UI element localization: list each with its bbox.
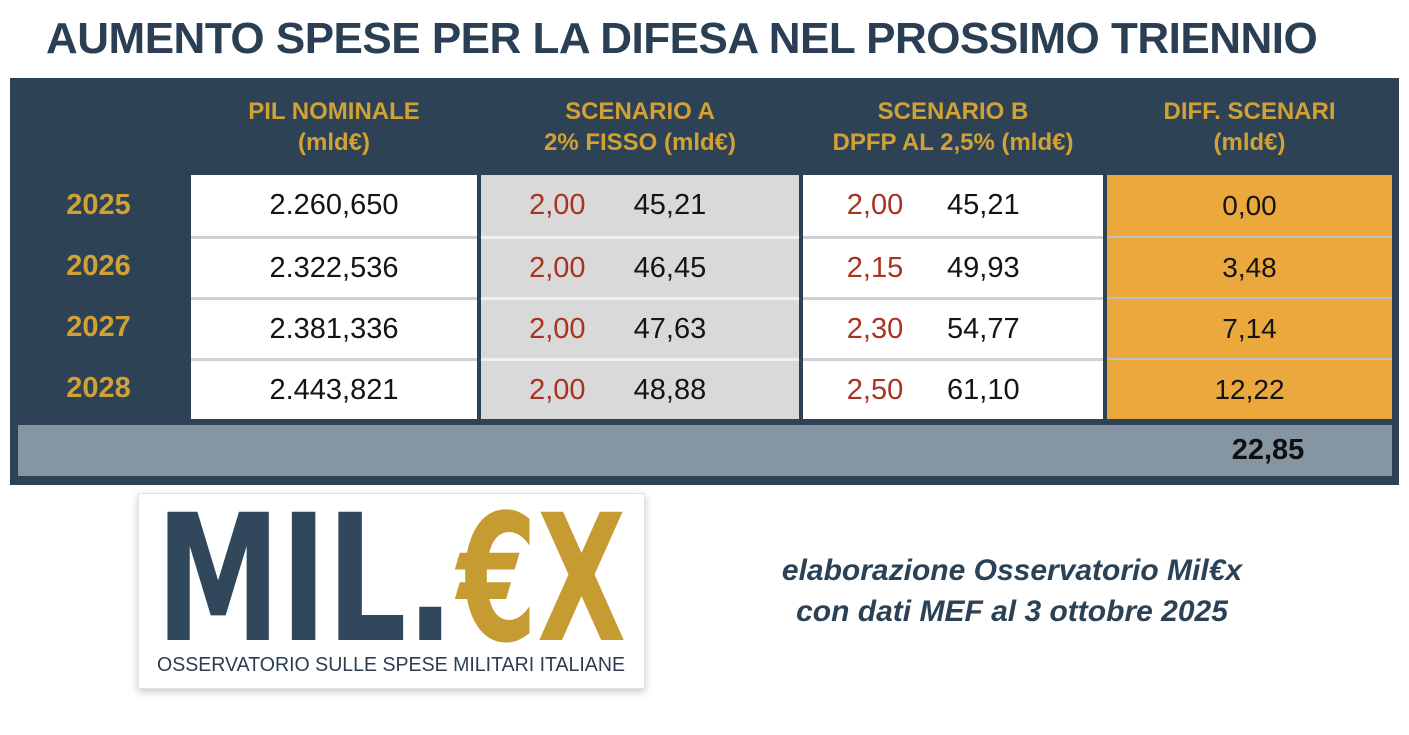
scenario-b-value: 49,93 [947, 251, 1020, 284]
scenario-a-cell: 2,00 45,21 [481, 175, 799, 236]
credit-line-1: elaborazione Osservatorio Mil€x [781, 554, 1243, 587]
header-line2: DPFP AL 2,5% (mld€) [832, 128, 1074, 156]
logo-text-mil: MIL. [156, 507, 454, 651]
header-diff-scenari: DIFF. SCENARI (mld€) [1107, 78, 1392, 175]
total-row: 22,85 [18, 425, 1392, 476]
scenario-b-pct: 2,50 [846, 373, 904, 406]
header-line1: SCENARIO A [565, 97, 715, 125]
milex-logo-wordmark: MIL. €X [156, 507, 626, 651]
scenario-b-cell: 2,50 61,10 [803, 358, 1103, 419]
diff-cell: 3,48 [1107, 236, 1392, 297]
logo-text-eurox: €X [454, 507, 626, 651]
table-row-2026: 2026 2.322,536 2,00 46,45 2,15 49,93 3,4… [10, 236, 1392, 297]
scenario-b-pct: 2,00 [846, 189, 904, 221]
scenario-a-cell: 2,00 46,45 [481, 236, 799, 297]
header-year [10, 78, 187, 175]
scenario-b-cell: 2,30 54,77 [803, 297, 1103, 358]
diff-cell: 0,00 [1107, 175, 1392, 236]
table-row-2025: 2025 2.260,650 2,00 45,21 2,00 45,21 0,0… [10, 175, 1392, 236]
diff-cell: 12,22 [1107, 358, 1392, 419]
scenario-b-value: 45,21 [947, 189, 1020, 221]
source-credit: elaborazione Osservatorio Mil€x con dati… [645, 550, 1409, 632]
scenario-a-value: 47,63 [633, 312, 707, 345]
credit-line-2: con dati MEF al 3 ottobre 2025 [796, 595, 1228, 628]
header-line2: (mld€) [298, 128, 370, 156]
header-scenario-b: SCENARIO B DPFP AL 2,5% (mld€) [803, 78, 1103, 175]
scenario-b-value: 54,77 [947, 312, 1020, 345]
scenario-a-pct: 2,00 [529, 251, 586, 284]
header-line1: PIL NOMINALE [248, 97, 420, 125]
milex-logo-subtitle: OSSERVATORIO SULLE SPESE MILITARI ITALIA… [157, 654, 625, 676]
year-cell: 2025 [66, 189, 131, 221]
pil-cell: 2.443,821 [191, 358, 477, 419]
logo-subtitle-text: OSSERVATORIO SULLE SPESE MILITARI ITALIA… [157, 654, 625, 676]
header-line1: DIFF. SCENARI [1163, 97, 1336, 125]
header-scenario-a: SCENARIO A 2% FISSO (mld€) [481, 78, 799, 175]
scenario-a-pct: 2,00 [529, 373, 586, 406]
svg-text:MIL. €X: MIL. €X [156, 507, 626, 651]
table-row-2028: 2028 2.443,821 2,00 48,88 2,50 61,10 12,… [10, 358, 1392, 419]
header-pil-nominale: PIL NOMINALE (mld€) [191, 78, 477, 175]
scenario-a-pct: 2,00 [529, 189, 586, 221]
year-cell: 2026 [66, 250, 131, 282]
total-diff-value: 22,85 [1231, 434, 1305, 466]
scenario-a-value: 46,45 [633, 251, 707, 284]
page-title: AUMENTO SPESE PER LA DIFESA NEL PROSSIMO… [46, 14, 1318, 63]
scenario-b-cell: 2,15 49,93 [803, 236, 1103, 297]
header-line2: 2% FISSO (mld€) [543, 128, 737, 156]
table-header-row: PIL NOMINALE (mld€) SCENARIO A 2% FISSO … [10, 78, 1392, 175]
pil-cell: 2.322,536 [191, 236, 477, 297]
pil-cell: 2.381,336 [191, 297, 477, 358]
header-line1: SCENARIO B [877, 97, 1029, 125]
table-row-2027: 2027 2.381,336 2,00 47,63 2,30 54,77 7,1… [10, 297, 1392, 358]
scenario-a-value: 45,21 [633, 189, 707, 221]
year-cell: 2027 [66, 311, 131, 343]
scenario-a-cell: 2,00 47,63 [481, 297, 799, 358]
year-cell: 2028 [66, 372, 131, 404]
scenario-a-cell: 2,00 48,88 [481, 358, 799, 419]
milex-logo: MIL. €X OSSERVATORIO SULLE SPESE MILITAR… [138, 493, 645, 689]
footer: MIL. €X OSSERVATORIO SULLE SPESE MILITAR… [0, 493, 1409, 689]
pil-cell: 2.260,650 [191, 175, 477, 236]
scenario-b-cell: 2,00 45,21 [803, 175, 1103, 236]
scenario-a-pct: 2,00 [529, 312, 586, 345]
scenario-a-value: 48,88 [633, 373, 707, 406]
diff-cell: 7,14 [1107, 297, 1392, 358]
scenario-b-value: 61,10 [947, 373, 1020, 406]
defense-spending-table: PIL NOMINALE (mld€) SCENARIO A 2% FISSO … [10, 78, 1399, 485]
scenario-b-pct: 2,30 [846, 312, 904, 345]
scenario-b-pct: 2,15 [846, 251, 904, 284]
header-line2: (mld€) [1213, 128, 1286, 156]
